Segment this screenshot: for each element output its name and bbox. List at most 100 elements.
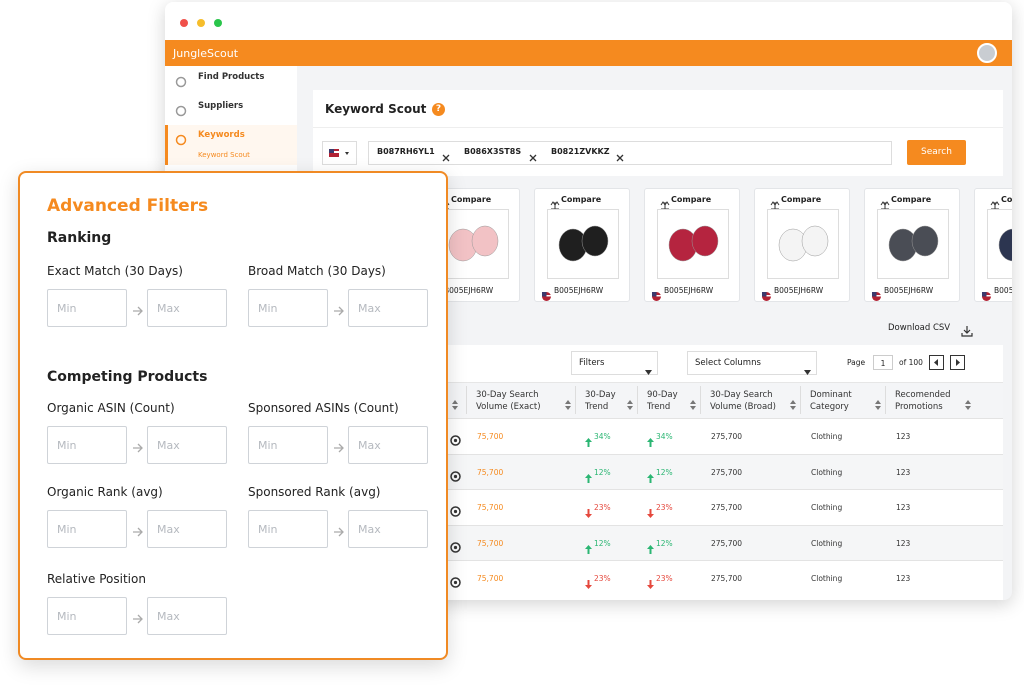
table-cell: Clothing bbox=[811, 432, 843, 441]
row-icon-svg bbox=[450, 506, 461, 517]
product-image bbox=[877, 209, 949, 279]
compare-label[interactable]: Compare bbox=[1001, 195, 1012, 204]
app-window: JungleScout Find Products Suppliers Keyword… bbox=[165, 2, 1012, 600]
search-button[interactable]: Search bbox=[907, 140, 966, 165]
caret bbox=[804, 360, 811, 375]
compare-label[interactable]: Compare bbox=[671, 195, 712, 204]
column-header: 30-Day Search Volume (Broad) bbox=[710, 390, 776, 412]
sort-icon-svg bbox=[565, 400, 571, 410]
product-image bbox=[657, 209, 729, 279]
min-input[interactable]: Min bbox=[248, 426, 328, 464]
range-arrow-svg bbox=[334, 443, 344, 453]
table-cell: 75,700 bbox=[477, 574, 504, 583]
nav-icon bbox=[175, 73, 187, 88]
range-arrow-svg bbox=[133, 527, 143, 537]
trend-arrow bbox=[585, 574, 592, 589]
max-input[interactable]: Max bbox=[147, 426, 227, 464]
flag-select[interactable] bbox=[322, 141, 357, 165]
sort-icon bbox=[452, 395, 458, 410]
col-divider bbox=[575, 386, 576, 414]
range-arrow-svg bbox=[334, 306, 344, 316]
max-input[interactable]: Max bbox=[348, 289, 428, 327]
compare-label[interactable]: Compare bbox=[451, 195, 492, 204]
field-label: Sponsored ASINs (Count) bbox=[248, 401, 399, 415]
page-input[interactable]: 1 bbox=[873, 355, 893, 370]
nav-item[interactable]: Keywords bbox=[198, 130, 245, 140]
select-label: Filters bbox=[579, 358, 605, 368]
col-divider bbox=[466, 386, 467, 414]
min-input[interactable]: Min bbox=[47, 597, 127, 635]
window-dot bbox=[214, 19, 222, 27]
table-cell: 12% bbox=[656, 539, 673, 548]
caret bbox=[645, 360, 652, 375]
page-of: of 100 bbox=[899, 358, 923, 367]
max-input[interactable]: Max bbox=[147, 597, 227, 635]
field-label: Relative Position bbox=[47, 572, 146, 586]
col-divider bbox=[637, 386, 638, 414]
page-button-svg bbox=[929, 355, 944, 370]
help-icon[interactable]: ? bbox=[432, 103, 445, 116]
table-cell: 75,700 bbox=[477, 468, 504, 477]
column-header: 30-Day Trend bbox=[585, 390, 616, 412]
field-label: Organic Rank (avg) bbox=[47, 485, 163, 499]
min-input[interactable]: Min bbox=[248, 289, 328, 327]
trend-arrow-svg bbox=[585, 580, 592, 589]
compare-label[interactable]: Compare bbox=[561, 195, 602, 204]
sort-icon-svg bbox=[790, 400, 796, 410]
nav-item[interactable]: Suppliers bbox=[198, 101, 244, 111]
min-input[interactable]: Min bbox=[248, 510, 328, 548]
table-cell: 123 bbox=[896, 432, 911, 441]
avatar[interactable] bbox=[977, 43, 997, 63]
table-cell: 23% bbox=[656, 503, 673, 512]
compare-label[interactable]: Compare bbox=[781, 195, 822, 204]
table-cell: 75,700 bbox=[477, 432, 504, 441]
max-input[interactable]: Max bbox=[348, 426, 428, 464]
trend-arrow bbox=[585, 432, 592, 447]
title-bar bbox=[165, 2, 1012, 40]
max-input[interactable]: Max bbox=[147, 289, 227, 327]
max-input[interactable]: Max bbox=[348, 510, 428, 548]
max-input[interactable]: Max bbox=[147, 510, 227, 548]
product-asin: B005EJH6RW bbox=[884, 286, 934, 295]
compare-label[interactable]: Compare bbox=[891, 195, 932, 204]
column-header: Recomended Promotions bbox=[895, 390, 951, 412]
row-icon bbox=[450, 467, 461, 482]
min-input[interactable]: Min bbox=[47, 426, 127, 464]
asin-input[interactable] bbox=[368, 141, 892, 165]
window-dot bbox=[180, 19, 188, 27]
col-divider bbox=[885, 386, 886, 414]
page-button-svg bbox=[950, 355, 965, 370]
trend-arrow bbox=[647, 468, 654, 483]
row-icon-svg bbox=[450, 542, 461, 553]
row-icon bbox=[450, 502, 461, 517]
trend-arrow-svg bbox=[647, 474, 654, 483]
compare-icon bbox=[550, 195, 560, 210]
product-asin: B005EJH6RW bbox=[554, 286, 604, 295]
row-icon bbox=[450, 431, 461, 446]
nav-item[interactable]: Find Products bbox=[198, 72, 265, 82]
panel-divider bbox=[313, 127, 1003, 128]
table-cell: Clothing bbox=[811, 503, 843, 512]
select[interactable] bbox=[687, 351, 817, 375]
col-divider bbox=[700, 386, 701, 414]
product-asin: B005EJH6RW bbox=[994, 286, 1012, 295]
tag-close bbox=[615, 148, 625, 162]
compare-icon bbox=[660, 195, 670, 210]
table-row bbox=[448, 560, 1003, 596]
min-input[interactable]: Min bbox=[47, 510, 127, 548]
range-arrow-svg bbox=[133, 306, 143, 316]
select[interactable] bbox=[571, 351, 658, 375]
download-csv[interactable]: Download CSV bbox=[888, 323, 951, 333]
table-cell: 75,700 bbox=[477, 539, 504, 548]
nav-subitem[interactable]: Keyword Scout bbox=[198, 151, 250, 159]
range-arrow bbox=[333, 439, 345, 453]
table-cell: 23% bbox=[594, 574, 611, 583]
nav-icon-svg bbox=[175, 76, 187, 88]
trend-arrow-svg bbox=[647, 438, 654, 447]
flag-icon bbox=[652, 286, 661, 301]
table-cell: Clothing bbox=[811, 468, 843, 477]
nav-icon-svg bbox=[175, 134, 187, 146]
min-input[interactable]: Min bbox=[47, 289, 127, 327]
table-cell: 23% bbox=[656, 574, 673, 583]
table-row bbox=[448, 418, 1003, 454]
